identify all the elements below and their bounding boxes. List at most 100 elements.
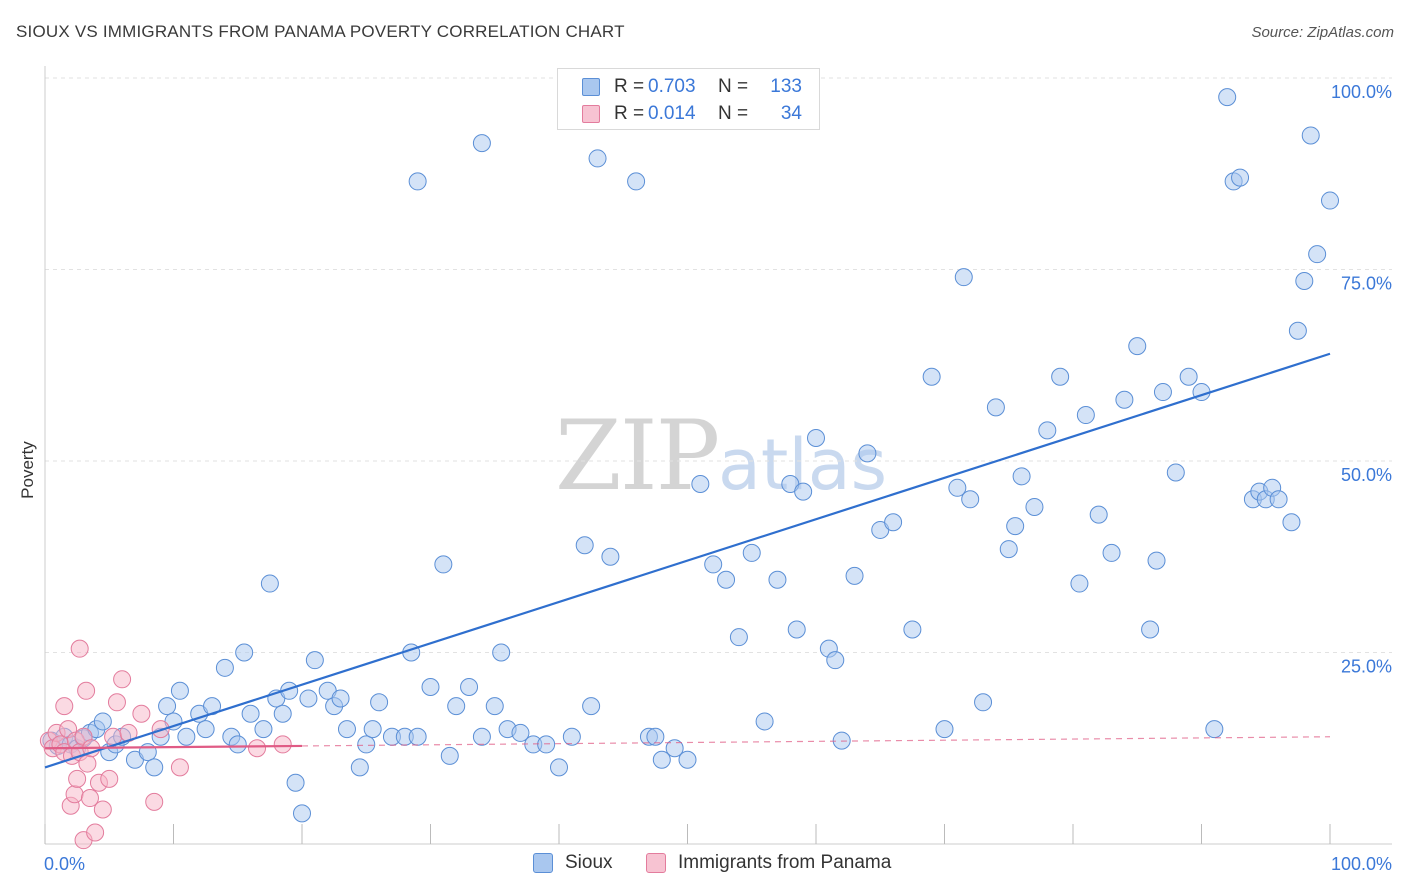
sioux-point [652,750,671,769]
panama-point [68,769,87,788]
panama-point [93,800,112,819]
y-axis-label: Poverty [18,441,37,499]
sioux-point [331,689,350,708]
r-value: 0.703 [648,76,696,97]
sioux-point [472,727,491,746]
sioux-point [170,681,189,700]
sioux-point [691,474,710,493]
sioux-legend-label: Sioux [565,852,613,873]
sioux-point [729,628,748,647]
n-value: 34 [780,103,802,124]
sioux-point [158,697,177,716]
sioux-point [145,758,164,777]
sioux-legend-swatch [533,853,553,873]
sioux-point [1166,463,1185,482]
y-tick-label: 25.0% [1341,657,1392,677]
sioux-point [370,693,389,712]
axes [44,66,1392,845]
r-value: 0.014 [648,103,696,124]
sioux-point [575,536,594,555]
sioux-point [293,804,311,823]
panama-point [86,823,105,842]
sioux-point [1141,620,1160,639]
sioux-point [1301,126,1320,145]
sioux-point [1128,337,1147,356]
panama-point [170,758,189,777]
correlation-legend: R = 0.703 N = 133 R = 0.014 N = 34 [557,68,820,130]
panama-point [65,785,84,804]
sioux-point [1076,406,1095,425]
sioux-point [588,149,607,168]
chart-title: SIOUX VS IMMIGRANTS FROM PANAMA POVERTY … [16,22,625,41]
sioux-point [363,720,382,739]
sioux-point [1231,168,1250,187]
sioux-point [434,555,453,574]
sioux-point [678,750,697,769]
panama-trend-line [44,744,303,750]
sioux-point [884,513,903,532]
sioux-point [948,478,967,497]
panama-point [273,735,292,754]
sioux-point [1147,551,1166,570]
panama-point [113,670,132,689]
panama-legend-swatch [646,853,666,873]
sioux-point [138,743,157,762]
sioux-point [337,720,356,739]
sioux-point [273,704,292,723]
sioux-point [1038,421,1057,440]
panama-point [77,681,96,700]
sioux-point [299,689,318,708]
panama-point [70,639,89,658]
sioux-point [228,735,247,754]
sioux-point [935,720,954,739]
sioux-point [460,677,479,696]
legend-row-panama: R = 0.014 N = 34 [582,102,802,126]
sioux-point [260,574,279,593]
y-tick-label: 50.0% [1341,465,1392,485]
source-credit: Source: ZipAtlas.com [1251,24,1394,41]
x-tick-label: 0.0% [44,854,85,874]
sioux-point [511,723,530,742]
legend-item-sioux: Sioux [533,852,613,874]
sioux-point [646,727,665,746]
n-label: N = [718,103,749,124]
sioux-point [826,651,845,670]
sioux-point [562,727,581,746]
sioux-point [1051,367,1070,386]
panama-point [132,704,151,723]
panama-point [100,769,119,788]
sioux-point [235,643,254,662]
sioux-point [974,693,993,712]
tick-labels: 25.0% 50.0% 75.0% 100.0% 0.0% 100.0% [44,82,1392,874]
n-value: 133 [770,76,802,97]
sioux-point [492,643,511,662]
sioux-point [447,697,466,716]
sioux-point [1153,383,1172,402]
trend-lines [44,352,1331,769]
series-legend: Sioux Immigrants from Panama [0,852,1406,878]
sioux-point [704,555,723,574]
sioux-point [999,540,1018,559]
sioux-point [350,758,369,777]
sioux-point [550,758,568,777]
sioux-point [768,570,787,589]
sioux-point [986,398,1005,417]
sioux-point [421,677,440,696]
sioux-point [254,720,273,739]
n-label: N = [718,76,749,97]
sioux-point [537,735,556,754]
sioux-point [1089,505,1108,524]
panama-trend-extension [301,736,1331,747]
sioux-point [1025,497,1044,516]
panama-swatch [582,105,600,123]
sioux-point [807,429,825,448]
sioux-point [1205,720,1224,739]
sioux-point [627,172,646,191]
sioux-point [1321,191,1339,210]
sioux-point [472,134,491,153]
sioux-point [1070,574,1089,593]
sioux-point [1295,271,1314,290]
sioux-point [787,620,806,639]
x-tick-label: 100.0% [1331,854,1392,874]
